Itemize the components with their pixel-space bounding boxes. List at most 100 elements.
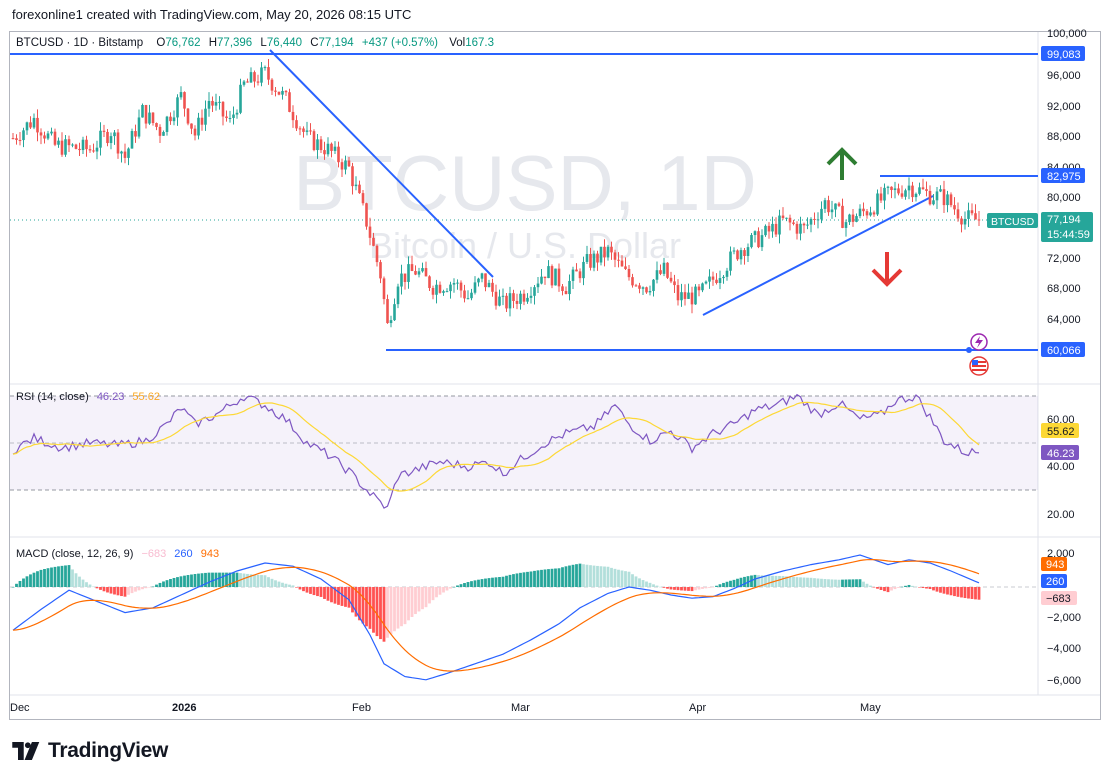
macd-hist-bar <box>928 587 932 589</box>
candle-body <box>827 200 830 213</box>
macd-hist-bar <box>802 577 806 587</box>
macd-hist-bar <box>162 581 165 587</box>
candle-body <box>162 131 165 136</box>
candle-body <box>43 135 46 139</box>
candle-body <box>547 266 550 279</box>
us-flag-event-icon[interactable] <box>969 356 989 376</box>
low-label: L <box>260 37 267 49</box>
candle-body <box>543 276 547 279</box>
macd-legend: MACD (close, 12, 26, 9) −683 260 943 <box>16 548 219 560</box>
macd-hist-bar <box>102 587 106 592</box>
candle-body <box>911 185 914 198</box>
macd-hist-bar <box>365 587 368 627</box>
macd-hist-bar <box>421 587 424 610</box>
macd-hist-bar <box>627 571 631 587</box>
candle-body <box>785 217 788 219</box>
macd-hist-bar <box>823 579 827 587</box>
macd-hist-bar <box>386 587 389 638</box>
candle-body <box>722 276 725 279</box>
svg-text:260: 260 <box>1046 576 1064 588</box>
candle-body <box>886 186 890 188</box>
candle-body <box>778 215 781 235</box>
candle-body <box>337 146 340 163</box>
open-value: 76,762 <box>165 37 200 49</box>
candle-body <box>795 223 799 234</box>
candle-body <box>848 214 851 223</box>
price-axis: 100,000 96,000 92,000 88,000 84,000 80,0… <box>1047 28 1087 326</box>
macd-hist-bar <box>582 564 585 587</box>
candle-body <box>204 108 207 125</box>
high-label: H <box>209 37 217 49</box>
macd-hist-bar <box>501 576 505 587</box>
candle-body <box>120 151 123 154</box>
candle-body <box>655 270 659 280</box>
macd-line <box>12 554 980 681</box>
candle-body <box>375 245 379 263</box>
candle-body <box>358 184 361 194</box>
volume-label: Vol <box>449 37 465 49</box>
candle-body <box>431 288 435 295</box>
macd-hist-bar <box>435 587 438 598</box>
macd-hist-bar <box>340 587 344 606</box>
macd-hist-bar <box>288 584 291 587</box>
macd-hist-bar <box>659 586 662 588</box>
lightning-event-icon[interactable] <box>970 333 988 351</box>
macd-hist-bar <box>886 587 890 593</box>
macd-hist-bar <box>400 587 403 627</box>
candle-body <box>32 117 36 128</box>
macd-hist-bar <box>858 579 862 587</box>
macd-hist-bar <box>543 569 547 587</box>
candle-body <box>351 166 354 187</box>
rsi-line <box>12 393 980 509</box>
candle-body <box>417 271 421 275</box>
candle-body <box>449 284 452 292</box>
macd-hist-bar <box>900 586 904 588</box>
macd-hist-bar <box>99 587 102 590</box>
macd-hist-bar <box>652 584 655 587</box>
macd-hist-bar <box>491 577 494 587</box>
macd-hist-bar <box>183 575 186 587</box>
candle-body <box>942 189 946 206</box>
low-value: 76,440 <box>267 37 302 49</box>
macd-hist-bar <box>267 577 270 587</box>
event-dot <box>966 347 972 353</box>
macd-hist-bar <box>246 573 249 587</box>
candle-body <box>235 112 239 115</box>
macd-hist-bar <box>382 587 386 642</box>
macd-hist-bar <box>396 587 400 629</box>
candle-body <box>249 72 253 83</box>
macd-hist-bar <box>645 581 648 587</box>
macd-hist-bar <box>760 575 764 587</box>
current-symbol-tag[interactable]: BTCUSD <box>987 213 1038 228</box>
macd-hist-bar <box>788 576 792 587</box>
macd-hist-bar <box>442 587 445 593</box>
macd-hist-bar <box>960 587 963 598</box>
tradingview-logo[interactable]: TradingView <box>12 739 168 763</box>
candle-body <box>505 295 508 309</box>
candle-body <box>592 253 596 268</box>
macd-hist-bar <box>414 587 417 615</box>
macd-hist-bar <box>557 568 561 587</box>
macd-hist-bar <box>452 586 456 588</box>
macd-hist-bar <box>620 570 624 587</box>
macd-hist-bar <box>718 584 722 587</box>
macd-tick: −2,000 <box>1047 612 1081 624</box>
macd-hist-bar <box>64 565 67 587</box>
downtrend-line[interactable] <box>269 49 494 278</box>
macd-hist-bar <box>519 572 522 587</box>
macd-hist-bar <box>74 573 78 587</box>
macd-hist-bar <box>158 582 162 587</box>
uptrend-line[interactable] <box>702 195 934 316</box>
candle-body <box>484 273 487 288</box>
macd-hist-bar <box>708 587 711 588</box>
macd-hist-bar <box>270 578 274 587</box>
candle-body <box>732 250 736 252</box>
macd-hist-bar <box>379 587 382 640</box>
macd-hist-bar <box>15 583 18 587</box>
macd-hist-bar <box>29 574 32 587</box>
macd-hist-bar <box>403 587 407 625</box>
candle-body <box>302 128 305 132</box>
candle-body <box>659 270 662 274</box>
macd-hist-bar <box>242 573 246 587</box>
